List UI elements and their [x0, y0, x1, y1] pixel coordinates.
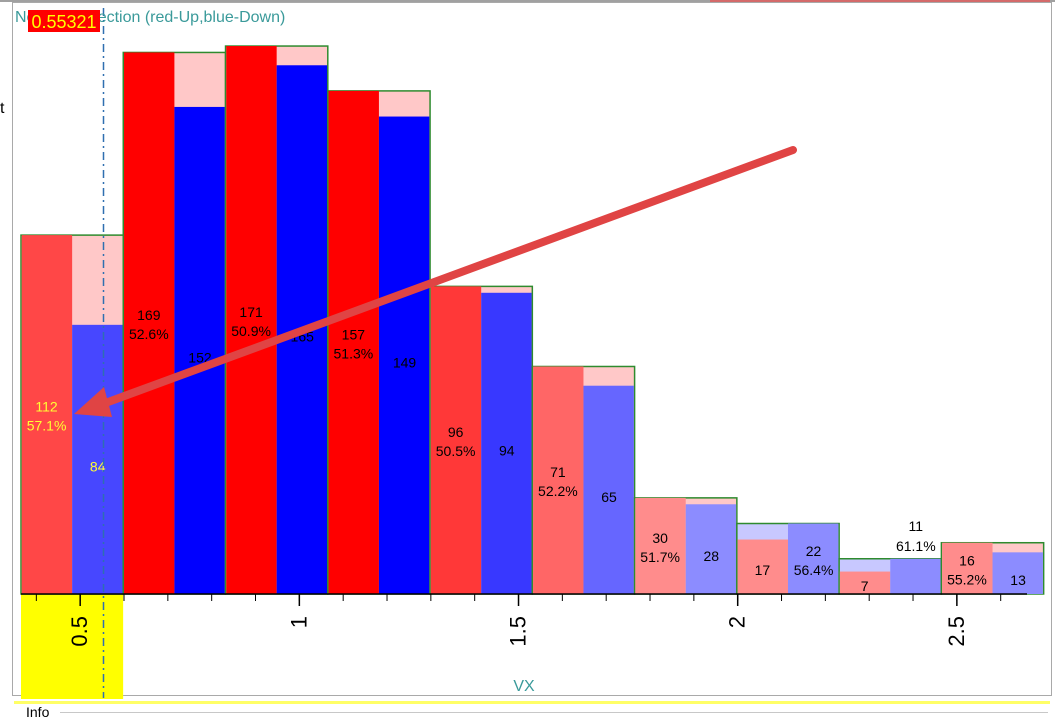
up-bar — [430, 286, 482, 594]
up-bar — [226, 46, 277, 595]
down-count-label: 152 — [188, 349, 212, 365]
down-count-label: 13 — [1010, 572, 1026, 588]
percent-label: 51.7% — [640, 549, 680, 565]
up-count-label: 169 — [137, 307, 161, 323]
down-bar — [583, 385, 634, 594]
up-bar — [533, 366, 584, 594]
percent-label: 51.3% — [334, 345, 374, 361]
cursor-value-box — [28, 10, 100, 32]
up-count-label: 112 — [35, 399, 58, 415]
cursor-value-label: 0.55321 — [31, 12, 96, 32]
percent-label: 61.1% — [896, 538, 936, 554]
down-count-label: 94 — [499, 442, 515, 458]
down-count-label: 149 — [393, 354, 417, 370]
percent-label: 52.2% — [538, 483, 578, 499]
down-bar — [787, 523, 839, 594]
x-tick-label: 2.5 — [944, 616, 969, 647]
down-count-label: 28 — [704, 548, 720, 564]
percent-label: 50.9% — [231, 323, 271, 339]
up-count-label: 16 — [959, 552, 975, 568]
up-bar — [328, 90, 379, 595]
down-bar — [378, 116, 430, 594]
up-count-label: 157 — [342, 326, 366, 342]
x-tick-label: 0.5 — [67, 616, 92, 647]
percent-label: 52.6% — [129, 326, 169, 342]
up-bar — [635, 497, 686, 594]
up-count-label: 96 — [448, 424, 464, 440]
x-axis-label: VX — [513, 678, 535, 695]
down-bar — [174, 106, 225, 595]
up-count-label: 71 — [550, 464, 566, 480]
down-bar — [685, 504, 737, 594]
down-count-label: 22 — [806, 543, 822, 559]
up-bar — [737, 539, 788, 594]
down-count-label: 65 — [601, 489, 617, 505]
down-bar — [72, 324, 123, 594]
x-tick-label: 1.5 — [506, 616, 531, 647]
info-label: Info — [24, 704, 52, 720]
annotation-arrow-head — [74, 387, 112, 417]
left-text-fragment: t — [0, 100, 5, 117]
down-count-label: 84 — [90, 458, 106, 474]
annotation-arrow-shaft — [96, 146, 797, 409]
info-panel — [14, 701, 1050, 725]
percent-label: 57.1% — [27, 418, 67, 434]
up-count-label: 30 — [652, 530, 668, 546]
up-count-label: 17 — [755, 562, 771, 578]
up-count-label: 171 — [239, 304, 263, 320]
up-bar — [21, 235, 73, 594]
selected-range-highlight — [21, 594, 124, 699]
down-count-label: 11 — [909, 518, 924, 534]
up-bar — [124, 52, 175, 594]
window-top-accent — [710, 0, 1050, 2]
down-bar — [992, 552, 1043, 594]
percent-label: 56.4% — [794, 562, 834, 578]
up-bar — [839, 571, 891, 594]
x-tick-label: 1 — [286, 616, 311, 628]
down-bar — [481, 292, 532, 594]
x-tick-label: 2 — [725, 616, 750, 628]
up-bar — [942, 542, 993, 594]
percent-label: 55.2% — [947, 571, 987, 587]
up-count-label: 7 — [861, 578, 869, 594]
percent-label: 50.5% — [436, 443, 476, 459]
window-top-border — [0, 0, 1055, 2]
info-divider — [60, 712, 1048, 713]
down-bar — [890, 558, 941, 594]
